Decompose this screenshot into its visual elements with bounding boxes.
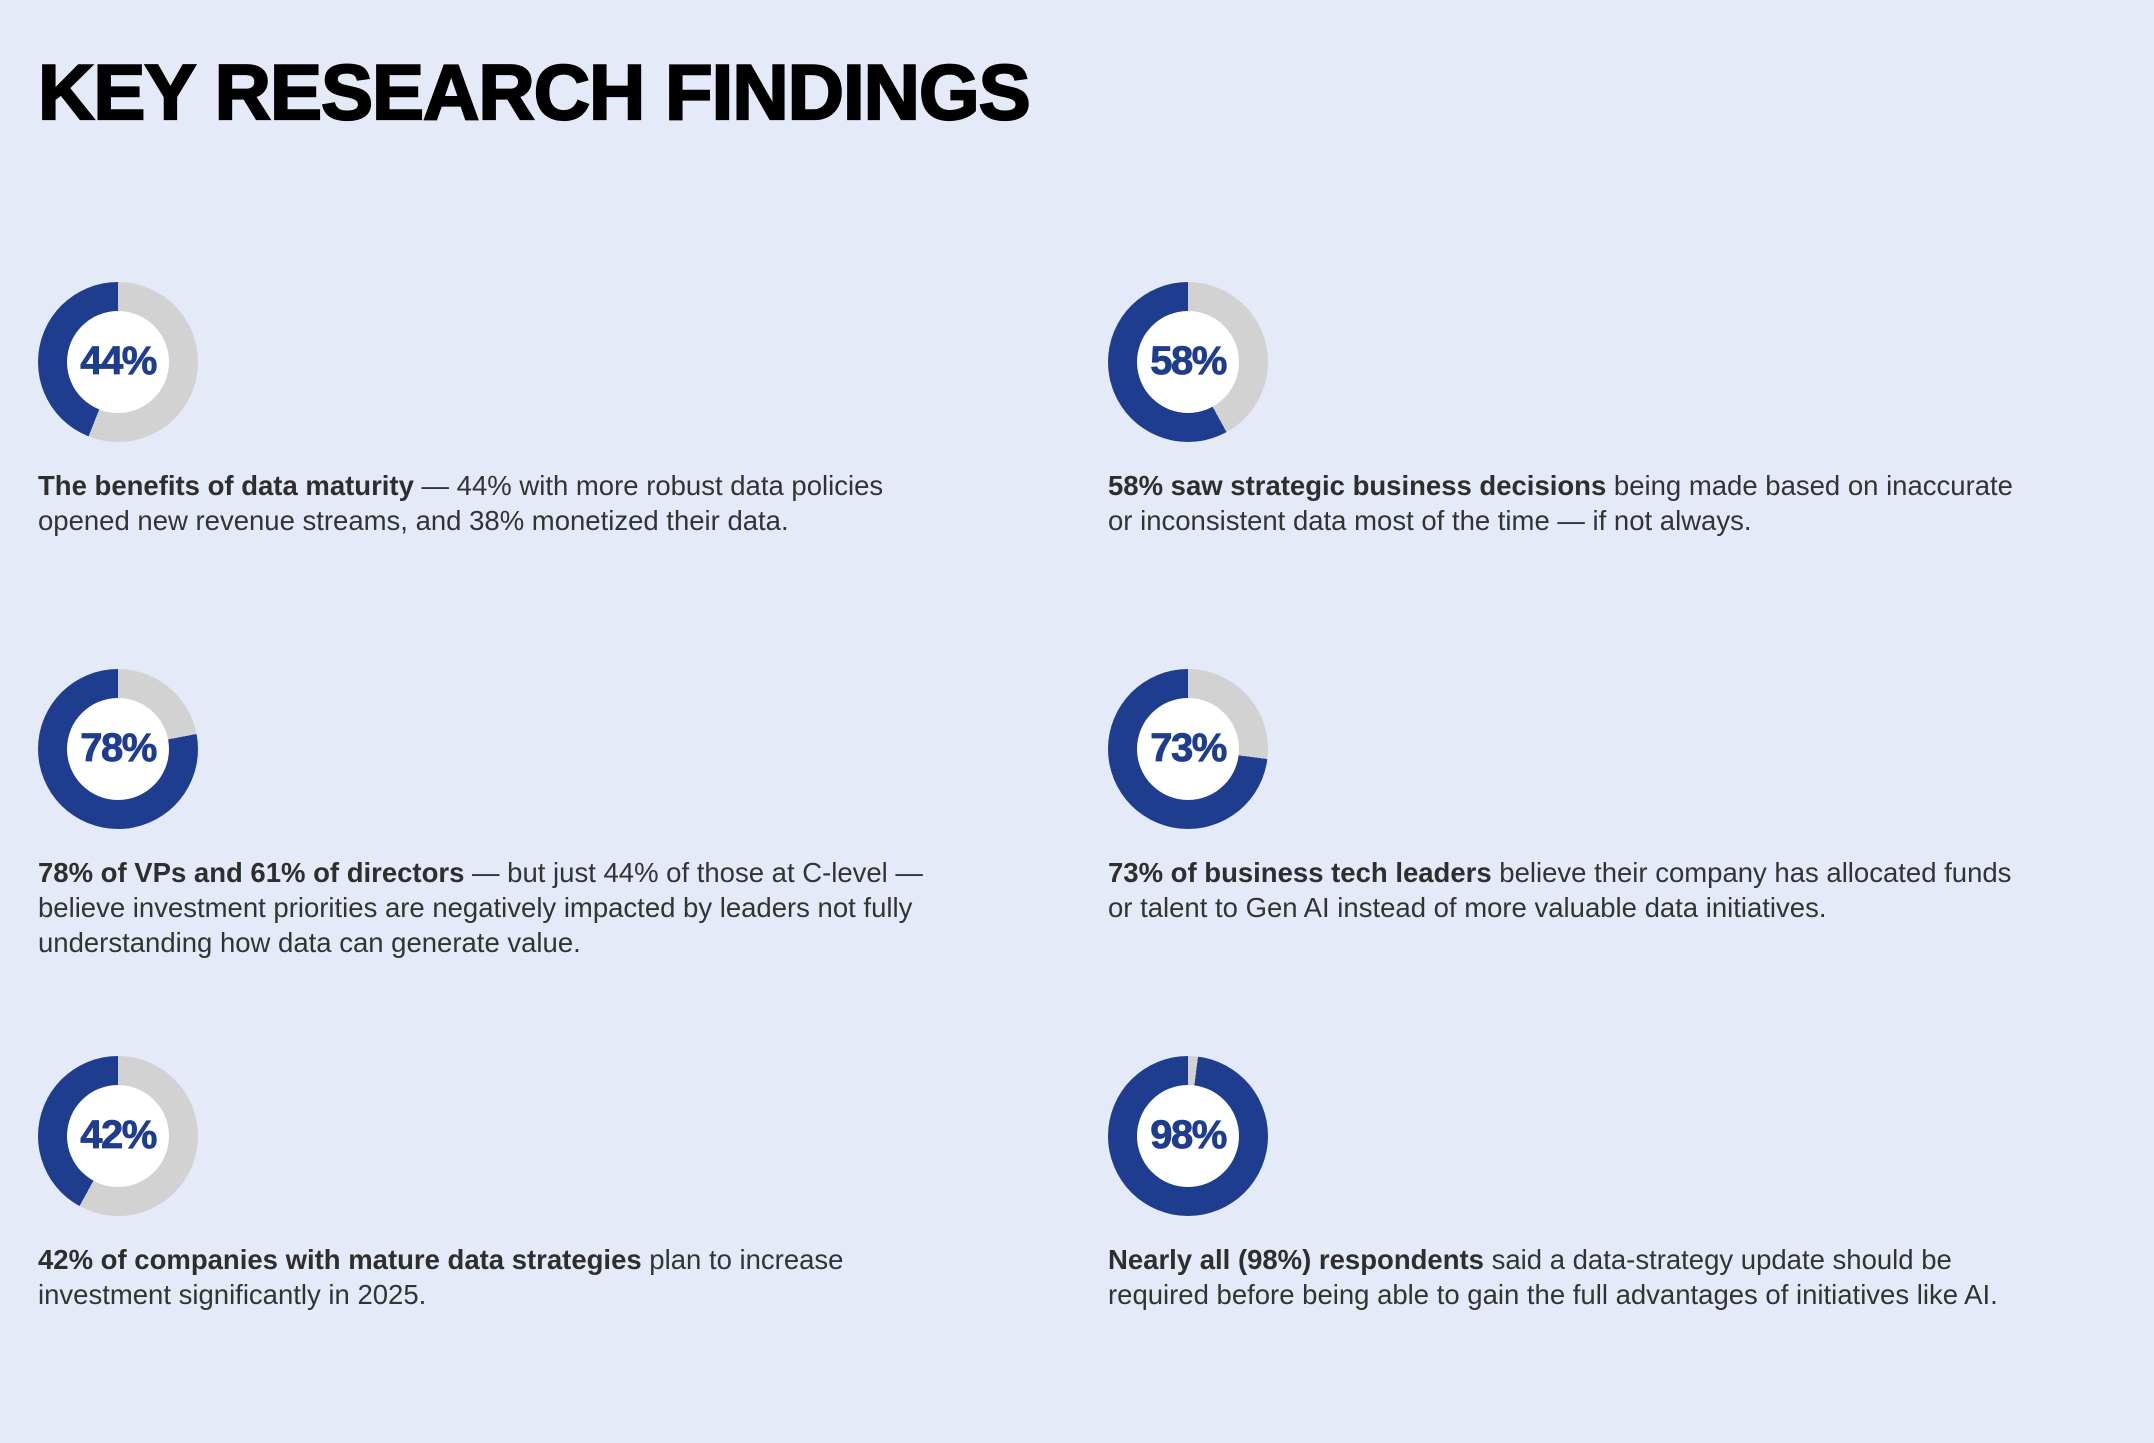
finding-card: 58% 58% saw strategic business decisions… [1108,281,2114,669]
finding-text: The benefits of data maturity — 44% with… [38,468,958,538]
donut-hole: 44% [67,310,169,413]
donut-hole: 58% [1137,310,1239,413]
finding-lead-bold: 58% saw strategic business decisions [1108,469,1607,501]
donut-percent-label: 58% [1150,339,1228,384]
donut-chart-78: 78% [38,668,198,829]
finding-description: believe their company has allocated fund… [1108,856,2012,923]
donut-chart-44: 44% [38,281,198,442]
finding-lead-bold: 78% of VPs and 61% of directors [38,856,465,888]
donut-percent-label: 78% [80,726,158,771]
finding-description: being made based on inaccurate or incons… [1108,469,2013,536]
finding-lead-bold: 73% of business tech leaders [1108,856,1492,888]
finding-card: 98% Nearly all (98%) respondents said a … [1108,1055,2114,1443]
finding-card: 44% The benefits of data maturity — 44% … [38,281,1108,669]
finding-lead-bold: 42% of companies with mature data strate… [38,1243,642,1275]
finding-text: Nearly all (98%) respondents said a data… [1108,1242,2028,1312]
finding-description: plan to increase investment significantl… [38,1243,844,1310]
finding-description: — but just 44% of those at C-level — bel… [38,856,923,958]
finding-text: 42% of companies with mature data strate… [38,1242,958,1312]
donut-percent-label: 44% [80,339,158,384]
donut-percent-label: 73% [1150,726,1228,771]
donut-hole: 78% [67,697,169,800]
key-research-findings-infographic: KEY RESEARCH FINDINGS 44% The benefits o… [37,48,2013,1310]
page-title: KEY RESEARCH FINDINGS [37,48,1032,136]
donut-chart-98: 98% [1108,1055,1268,1216]
finding-description: — 44% with more robust data policies ope… [38,469,884,536]
donut-percent-label: 98% [1150,1113,1228,1158]
finding-text: 78% of VPs and 61% of directors — but ju… [38,855,958,960]
finding-text: 73% of business tech leaders believe the… [1108,855,2028,925]
donut-chart-42: 42% [38,1055,198,1216]
finding-card: 73% 73% of business tech leaders believe… [1108,668,2114,1056]
donut-hole: 98% [1137,1084,1239,1187]
finding-lead-bold: The benefits of data maturity [38,469,414,501]
finding-lead-bold: Nearly all (98%) respondents [1108,1243,1484,1275]
donut-hole: 42% [67,1084,169,1187]
findings-grid: 44% The benefits of data maturity — 44% … [38,281,2114,1443]
donut-hole: 73% [1137,697,1239,800]
finding-description: said a data-strategy update should be re… [1108,1243,1998,1310]
donut-percent-label: 42% [80,1113,158,1158]
donut-chart-73: 73% [1108,668,1268,829]
finding-card: 78% 78% of VPs and 61% of directors — bu… [38,668,1108,1056]
finding-card: 42% 42% of companies with mature data st… [38,1055,1108,1443]
donut-chart-58: 58% [1108,281,1268,442]
finding-text: 58% saw strategic business decisions bei… [1108,468,2028,538]
